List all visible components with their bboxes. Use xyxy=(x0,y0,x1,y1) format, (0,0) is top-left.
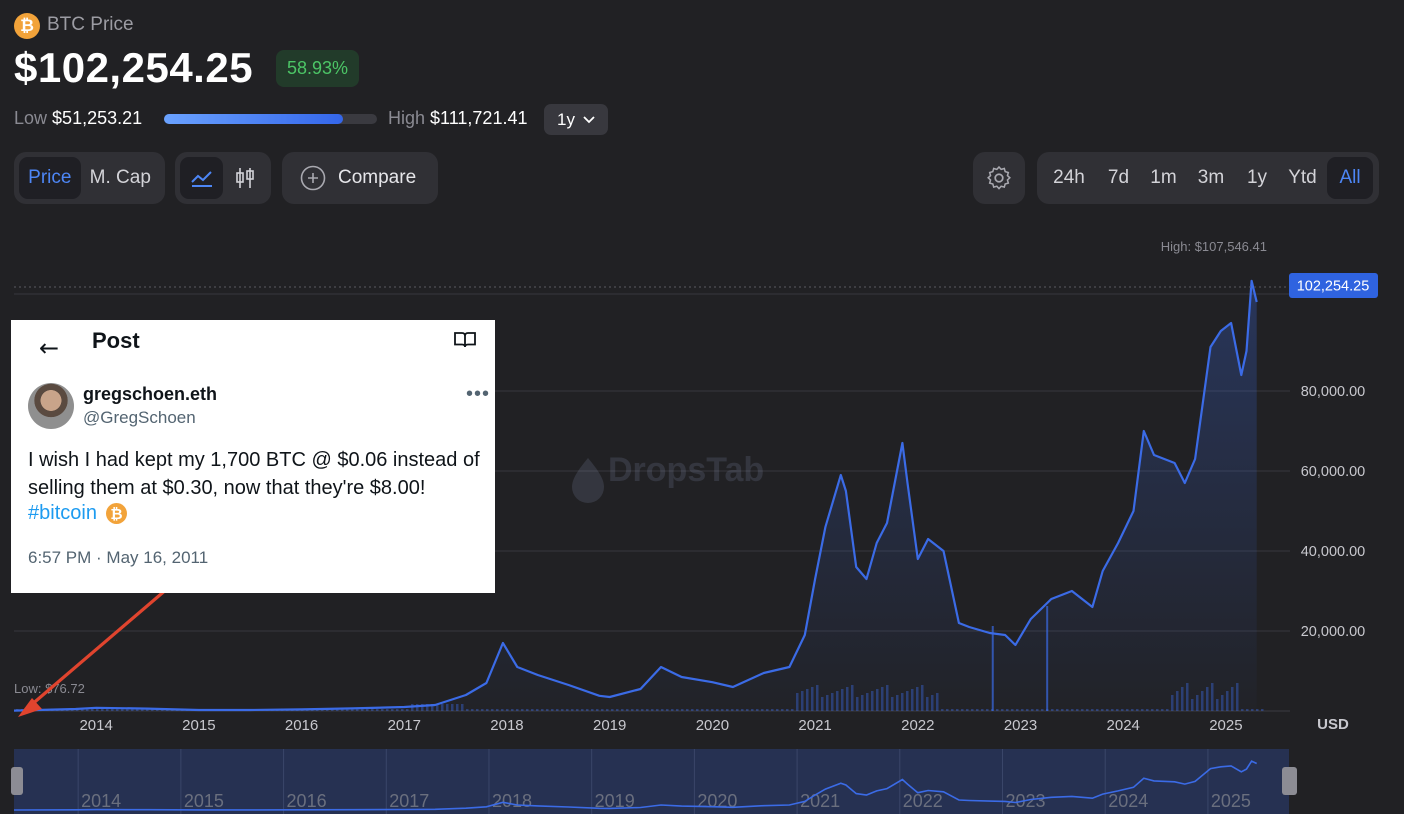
change-badge: 58.93% xyxy=(276,50,360,87)
compare-label: Compare xyxy=(338,167,417,188)
tab-price[interactable]: Price xyxy=(19,157,81,199)
range-period-value: 1y xyxy=(557,109,575,129)
navigator-handle-left[interactable] xyxy=(11,767,23,795)
tweet-author-name[interactable]: gregschoen.eth xyxy=(83,384,218,404)
tweet-author-handle[interactable]: @GregSchoen xyxy=(83,408,196,427)
chart-type-toggle xyxy=(175,152,271,204)
navigator-label: 2018 xyxy=(492,791,532,811)
navigator-label: 2024 xyxy=(1108,791,1148,811)
x-tick-label: 2025 xyxy=(1209,717,1242,734)
navigator-label: 2021 xyxy=(800,791,840,811)
navigator-label: 2015 xyxy=(184,791,224,811)
x-tick-label: 2016 xyxy=(285,717,318,734)
reader-mode-icon[interactable] xyxy=(453,330,477,355)
tweet-timestamp[interactable]: 6:57 PM · May 16, 2011 xyxy=(28,548,209,567)
line-chart-button[interactable] xyxy=(180,157,223,199)
x-tick-label: 2017 xyxy=(388,717,421,734)
chevron-down-icon xyxy=(583,115,595,123)
price-chart[interactable]: DropsTab 102,254.25 High: $107,546.41 Lo… xyxy=(0,220,1404,814)
x-tick-label: 2023 xyxy=(1004,717,1037,734)
navigator-line xyxy=(13,760,1258,811)
tweet-card: ← Post gregschoen.eth @GregSchoen ••• I … xyxy=(11,320,495,593)
line-chart-icon xyxy=(190,171,212,187)
bitcoin-emoji-icon: ₿ xyxy=(106,503,127,524)
period-24h[interactable]: 24h xyxy=(1053,167,1085,188)
period-3m[interactable]: 3m xyxy=(1197,167,1225,188)
y-tick-label: 20,000.00 xyxy=(1301,624,1366,640)
x-tick-label: 2021 xyxy=(798,717,831,734)
x-tick-label: 2015 xyxy=(182,717,215,734)
metric-tabs: Price M. Cap xyxy=(14,152,165,204)
navigator-label: 2017 xyxy=(389,791,429,811)
volume-bar xyxy=(1261,709,1264,711)
page-title: BTC Price xyxy=(47,14,134,35)
range-high: High $111,721.41 xyxy=(388,108,527,129)
range-low-label: Low xyxy=(14,108,48,128)
range-navigator[interactable]: 2014 2015 2016 2017 2018 2019 2020 2021 2022 2023… xyxy=(11,749,1297,814)
range-period-dropdown[interactable]: 1y xyxy=(544,104,608,135)
annotation-arrow xyxy=(18,569,190,717)
range-low-value: $51,253.21 xyxy=(52,108,143,128)
tab-market-cap[interactable]: M. Cap xyxy=(89,167,151,188)
back-arrow-icon[interactable]: ← xyxy=(39,334,60,362)
navigator-label: 2016 xyxy=(287,791,327,811)
navigator-handle-right[interactable] xyxy=(1282,767,1297,795)
btc-logo: ₿ xyxy=(14,13,40,39)
high-annotation: High: $107,546.41 xyxy=(1161,239,1267,254)
tweet-hashtag[interactable]: #bitcoin xyxy=(28,502,97,524)
period-all[interactable]: All xyxy=(1327,157,1373,199)
x-tick-label: 2019 xyxy=(593,717,626,734)
period-tabs: 24h 7d 1m 3m 1y Ytd All xyxy=(1037,152,1379,204)
gear-icon xyxy=(987,165,1011,190)
x-tick-label: 2022 xyxy=(901,717,934,734)
candlestick-icon xyxy=(235,168,254,188)
candlestick-button[interactable] xyxy=(223,157,266,199)
period-1y[interactable]: 1y xyxy=(1246,167,1268,188)
y-tick-label: 60,000.00 xyxy=(1301,464,1366,480)
watermark: DropsTab xyxy=(572,451,764,503)
navigator-label: 2019 xyxy=(595,791,635,811)
period-ytd[interactable]: Ytd xyxy=(1288,167,1317,188)
navigator-label: 2025 xyxy=(1211,791,1251,811)
tweet-header-title: Post xyxy=(92,328,140,353)
range-high-value: $111,721.41 xyxy=(430,108,528,128)
more-options-icon[interactable]: ••• xyxy=(466,383,491,405)
current-price: $102,254.25 xyxy=(14,44,254,91)
currency-label: USD xyxy=(1317,716,1349,733)
tweet-text: I wish I had kept my 1,700 BTC @ $0.06 i… xyxy=(28,449,480,499)
x-tick-label: 2024 xyxy=(1107,717,1140,734)
y-tick-label: 40,000.00 xyxy=(1301,544,1366,560)
avatar[interactable] xyxy=(28,383,74,429)
period-7d[interactable]: 7d xyxy=(1107,167,1130,188)
volume-bar xyxy=(1256,709,1259,711)
range-bar xyxy=(164,114,377,124)
y-tick-label: 80,000.00 xyxy=(1301,384,1366,400)
compare-button[interactable]: Compare xyxy=(282,152,438,204)
period-1m[interactable]: 1m xyxy=(1150,167,1177,188)
price-line xyxy=(13,279,1258,712)
navigator-label: 2014 xyxy=(81,791,121,811)
watermark-text: DropsTab xyxy=(608,451,764,489)
current-price-tag xyxy=(1289,273,1378,298)
settings-button[interactable] xyxy=(973,152,1025,204)
current-price-tag-label: 102,254.25 xyxy=(1297,279,1370,295)
price-area xyxy=(14,280,1257,711)
navigator-window xyxy=(14,749,1289,814)
range-low: Low $51,253.21 xyxy=(14,108,142,129)
navigator-label: 2022 xyxy=(903,791,943,811)
plus-circle-icon xyxy=(300,165,326,191)
x-tick-label: 2014 xyxy=(79,717,112,734)
x-tick-label: 2020 xyxy=(696,717,729,734)
range-bar-fill xyxy=(164,114,343,124)
range-high-label: High xyxy=(388,108,426,128)
x-tick-label: 2018 xyxy=(490,717,523,734)
